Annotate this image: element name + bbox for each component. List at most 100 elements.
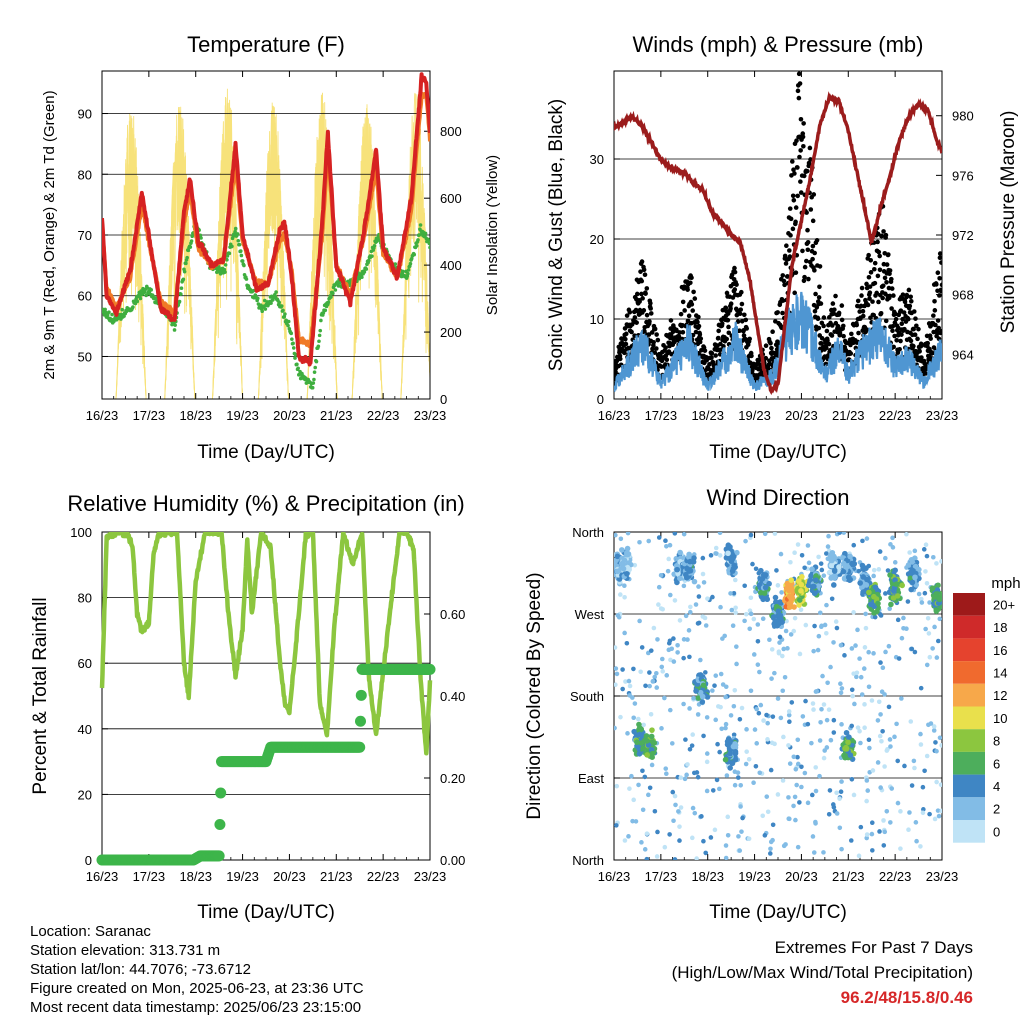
direction-point [893, 581, 900, 587]
direction-point [876, 567, 882, 572]
solar-series [102, 88, 430, 399]
dewpoint-point [323, 308, 328, 313]
dewpoint-point [317, 339, 321, 344]
dewpoint-point [138, 296, 143, 301]
direction-point [677, 838, 682, 843]
direction-point [885, 568, 891, 573]
direction-point [775, 792, 781, 797]
dewpoint-point [370, 254, 374, 258]
direction-point [866, 737, 872, 743]
direction-point [819, 624, 824, 630]
direction-point [724, 773, 730, 778]
gust-point [881, 229, 886, 234]
direction-point [647, 785, 653, 791]
direction-point [881, 818, 886, 823]
direction-point [836, 564, 842, 570]
gust-point [651, 339, 656, 345]
gust-point [801, 121, 806, 126]
humidity-ylabel: Percent & Total Rainfall [30, 597, 51, 794]
direction-point [701, 733, 706, 739]
gust-point [837, 331, 843, 336]
gust-point [648, 306, 653, 311]
gust-point [791, 167, 796, 173]
direction-point [871, 651, 876, 656]
direction-point [858, 740, 863, 746]
gust-point [916, 326, 921, 332]
direction-point [888, 601, 894, 608]
gust-point [890, 328, 895, 334]
direction-point [742, 618, 747, 624]
direction-point [809, 566, 815, 573]
direction-point [781, 843, 787, 849]
direction-point [717, 749, 722, 755]
direction-point [773, 599, 779, 605]
direction-point [761, 590, 768, 596]
direction-point [633, 819, 639, 824]
direction-point [837, 825, 843, 831]
direction-point [929, 585, 936, 592]
gust-point [929, 350, 935, 356]
direction-point [700, 682, 707, 689]
legend-label: 0 [993, 824, 1000, 839]
dewpoint-point [122, 314, 126, 318]
humidity-ytick-right-label: 0.40 [440, 689, 465, 704]
gust-point [800, 131, 806, 136]
direction-point [785, 646, 790, 651]
direction-point [701, 838, 706, 844]
direction-point [864, 835, 869, 841]
gust-point [795, 193, 800, 199]
direction-title: Wind Direction [706, 485, 849, 510]
dewpoint-point [310, 385, 315, 390]
gust-point [719, 321, 725, 326]
direction-point [859, 692, 865, 697]
legend-swatch [953, 661, 985, 684]
gust-point [811, 192, 817, 197]
direction-point [682, 776, 688, 782]
direction-point [890, 545, 896, 550]
winds-xtick-label: 20/23 [785, 408, 818, 423]
gust-point [652, 350, 658, 355]
direction-point [939, 808, 942, 814]
direction-point [779, 590, 784, 595]
direction-point [735, 775, 741, 780]
direction-ytick-label: East [578, 771, 604, 786]
direction-point [905, 599, 911, 604]
direction-point [787, 816, 792, 822]
direction-point [863, 582, 870, 588]
gust-point [787, 206, 793, 211]
dewpoint-point [199, 236, 203, 240]
gust-point [742, 312, 747, 318]
direction-point [909, 579, 916, 586]
direction-point [614, 682, 618, 687]
direction-point [740, 815, 745, 821]
dewpoint-point [372, 243, 377, 248]
direction-point [792, 794, 798, 800]
precip-point [424, 663, 436, 675]
gust-point [634, 291, 640, 297]
gust-point [867, 284, 873, 289]
gust-point [655, 337, 661, 343]
gust-point [891, 344, 896, 350]
direction-point [700, 571, 706, 577]
direction-point [650, 678, 656, 684]
direction-point [775, 608, 782, 614]
direction-point [757, 770, 763, 776]
precip-point [354, 741, 366, 753]
direction-point [751, 652, 757, 657]
dewpoint-point [364, 267, 369, 271]
direction-point [649, 727, 655, 733]
direction-point [798, 588, 804, 594]
temperature-xtick-label: 18/23 [179, 408, 212, 423]
precip-point [213, 850, 225, 862]
dewpoint-point [423, 231, 428, 236]
direction-point [691, 578, 698, 585]
direction-point [703, 623, 709, 628]
gust-point [810, 256, 815, 262]
gust-point [805, 239, 811, 245]
direction-point [788, 577, 795, 583]
direction-point [858, 824, 864, 830]
direction-point [842, 745, 848, 752]
direction-point [704, 751, 710, 756]
direction-point [869, 831, 875, 837]
gust-point [668, 326, 673, 331]
